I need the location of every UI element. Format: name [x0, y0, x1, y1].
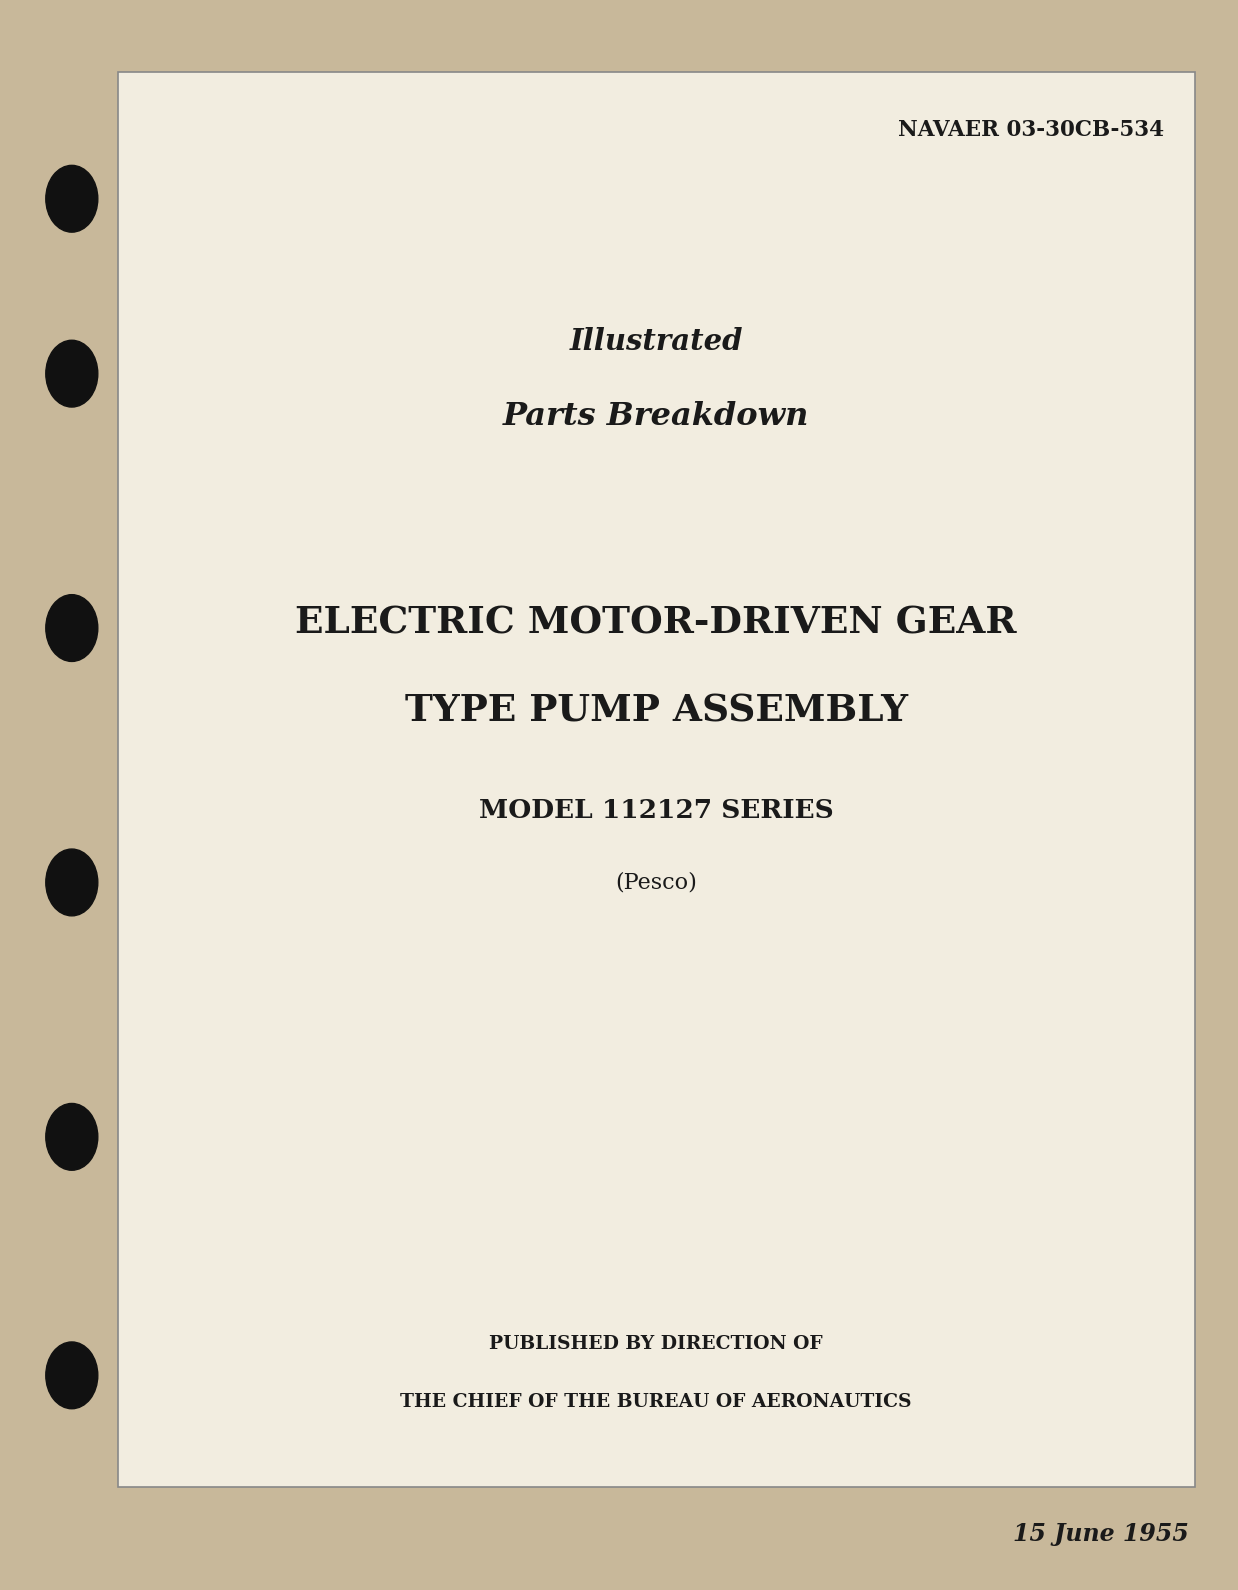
Circle shape — [46, 1103, 98, 1170]
Circle shape — [46, 1342, 98, 1409]
Text: PUBLISHED BY DIRECTION OF: PUBLISHED BY DIRECTION OF — [489, 1334, 823, 1353]
Text: Parts Breakdown: Parts Breakdown — [503, 401, 810, 432]
Text: 15 June 1955: 15 June 1955 — [1013, 1522, 1188, 1545]
Circle shape — [46, 340, 98, 407]
Text: THE CHIEF OF THE BUREAU OF AERONAUTICS: THE CHIEF OF THE BUREAU OF AERONAUTICS — [400, 1393, 912, 1412]
Text: MODEL 112127 SERIES: MODEL 112127 SERIES — [479, 798, 833, 824]
Text: ELECTRIC MOTOR-DRIVEN GEAR: ELECTRIC MOTOR-DRIVEN GEAR — [296, 604, 1016, 642]
Text: (Pesco): (Pesco) — [615, 871, 697, 894]
Text: TYPE PUMP ASSEMBLY: TYPE PUMP ASSEMBLY — [405, 692, 907, 730]
Text: Illustrated: Illustrated — [569, 328, 743, 356]
Circle shape — [46, 849, 98, 916]
FancyBboxPatch shape — [118, 72, 1195, 1487]
Circle shape — [46, 595, 98, 661]
Circle shape — [46, 165, 98, 232]
Text: NAVAER 03-30CB-534: NAVAER 03-30CB-534 — [898, 119, 1164, 142]
